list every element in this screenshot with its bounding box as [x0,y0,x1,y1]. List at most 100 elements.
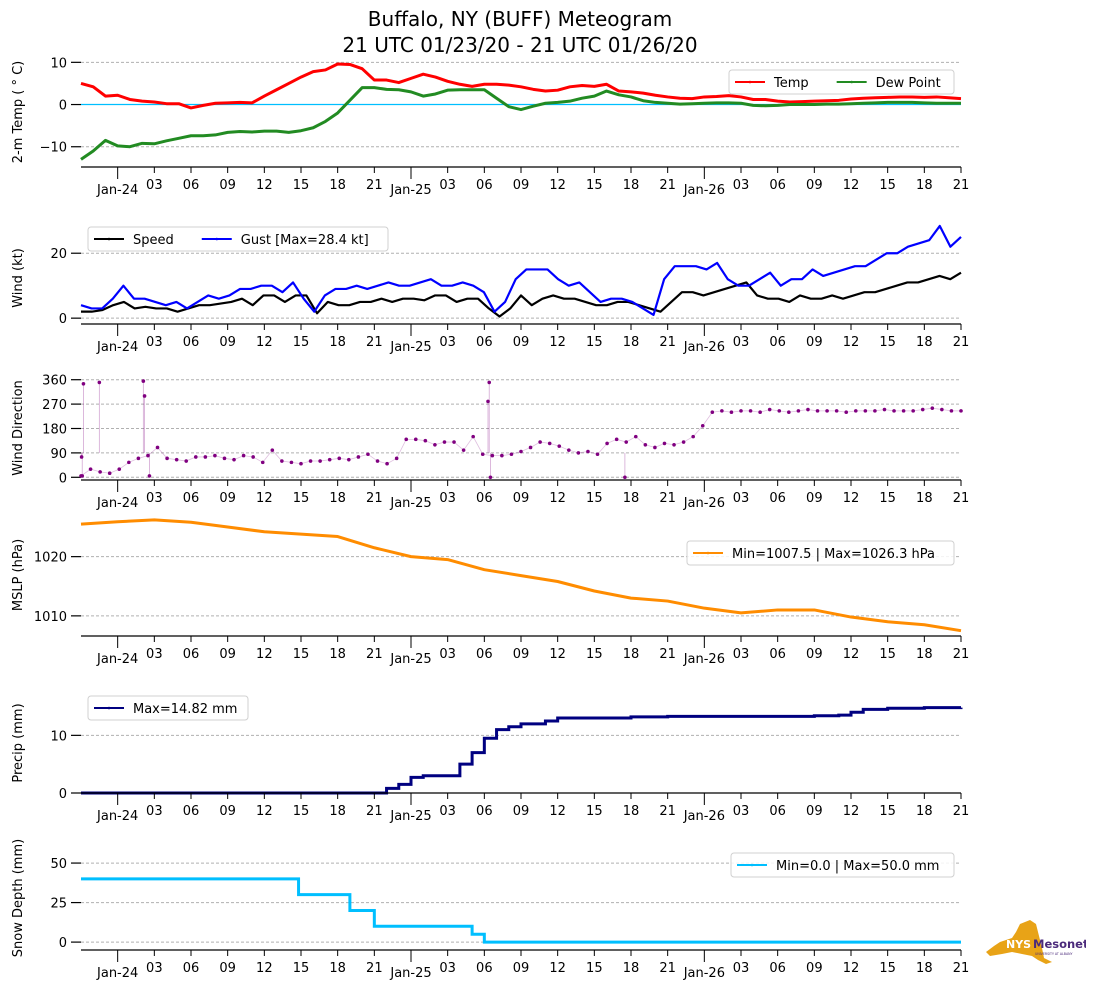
wind-series-line-0 [81,271,962,318]
wind_direction-outlier-point [80,474,85,478]
wind_direction-xtick-label: 21 [659,491,676,506]
wind-ytick-label: 20 [50,247,67,262]
mslp-xtick-label: 12 [256,647,273,662]
precip-xtick-label: 03 [146,804,163,819]
snow_depth-ytick-label: 50 [50,857,67,872]
snow_depth-xtick-label: 06 [183,961,200,976]
mslp-xtick-label: 18 [329,647,346,662]
mslp-xtick-label: 15 [586,647,603,662]
temp-xtick-label: 21 [366,178,383,193]
temp-ylabel: 2-m Temp ( ° C) [11,61,26,164]
wind_direction-point [213,453,217,458]
precip-xtick-label: 18 [329,804,346,819]
mslp-xtick-label: 18 [916,647,933,662]
wind_direction-point [461,448,466,452]
wind-xtick-label: 18 [623,335,640,350]
wind_direction-outlier-point [487,380,492,385]
precip-legend-box [87,695,249,721]
wind_direction-point [940,407,944,412]
wind_direction-xtick-label: 09 [806,491,823,506]
wind_direction-outlier-point [486,399,490,404]
snow_depth-xtick-label: 12 [256,961,273,976]
wind_direction-point [500,453,504,458]
mslp-xtick-label: 03 [733,647,750,662]
precip-ylabel: Precip (mm) [11,703,26,782]
mslp-xtick-major-label: Jan-24 [96,652,138,667]
mslp-xtick-label: 03 [439,647,456,662]
wind_direction-point [174,457,179,462]
snow_depth-xtick-label: 15 [293,961,310,976]
snow_depth-ytick-label: 0 [59,936,67,951]
wind-xtick-label: 18 [916,335,933,350]
wind_direction-xtick-major-label: Jan-24 [96,496,138,511]
wind-xtick-label: 09 [513,335,530,350]
snow_depth-series-line-0 [81,877,961,944]
mslp-xtick-label: 18 [623,647,640,662]
wind-legend-label: Gust [Max=28.4 kt] [241,233,369,248]
mslp-xtick-label: 21 [953,647,970,662]
wind_direction-xtick-label: 18 [329,491,346,506]
wind_direction-xtick-label: 06 [476,491,493,506]
wind_direction-point [471,434,475,439]
precip-ytick-label: 0 [59,787,67,802]
wind-xtick-label: 21 [366,335,383,350]
wind_direction-point [653,445,657,450]
snow_depth-xtick-major-label: Jan-25 [389,966,431,981]
wind_direction-point [710,410,715,415]
wind_direction-ylabel: Wind Direction [11,380,26,476]
wind_direction-outlier-point [79,455,84,459]
wind_direction-point [681,440,686,444]
wind_direction-point [624,440,629,444]
mslp-xtick-label: 15 [879,647,896,662]
wind-xtick-label: 12 [843,335,860,350]
wind_direction-point [586,449,590,454]
wind_direction-connector [80,407,961,477]
wind_direction-point [576,451,581,455]
mslp-xtick-label: 21 [659,647,676,662]
mslp-xtick-label: 12 [549,647,566,662]
precip-xtick-label: 03 [733,804,750,819]
wind_direction-point [672,442,676,447]
wind_direction-point [720,409,724,413]
wind_direction-point [232,457,236,462]
wind-xtick-label: 06 [476,335,493,350]
wind_direction-point [758,410,762,415]
precip-xtick-label: 12 [256,804,273,819]
temp-legend-marker [850,80,853,84]
wind_direction-point [547,441,552,446]
wind-legend-label: Speed [133,233,174,248]
wind_direction-xtick-label: 15 [293,491,310,506]
wind_direction-xtick-label: 12 [549,491,566,506]
wind_direction-point [88,467,93,471]
temp-xtick-label: 18 [916,178,933,193]
wind_direction-point [423,438,428,443]
mslp-xtick-label: 15 [293,647,310,662]
wind_direction-point [882,407,887,412]
wind_direction-point [567,448,571,452]
snow_depth-xtick-label: 03 [733,961,750,976]
wind_direction-ytick-label: 360 [42,374,67,389]
mslp-xtick-label: 09 [806,647,823,662]
wind_direction-point [165,456,169,461]
precip-xtick-label: 15 [879,804,896,819]
wind-ylabel: Wind (kt) [11,248,26,308]
snow_depth-xtick-label: 09 [219,961,236,976]
wind-xtick-label: 09 [806,335,823,350]
temp-series-line-0 [80,62,962,110]
precip-xtick-label: 06 [183,804,200,819]
wind_direction-xtick-label: 21 [953,491,970,506]
snow_depth-xtick-label: 21 [953,961,970,976]
wind_direction-xtick-label: 12 [256,491,273,506]
wind-xtick-label: 03 [439,335,456,350]
wind_direction-point [892,409,896,413]
wind_direction-point [930,406,935,410]
chart-title: Buffalo, NY (BUFF) Meteogram 21 UTC 01/2… [0,6,1040,58]
mslp-ytick-label: 1020 [34,551,67,566]
wind_direction-point [643,442,648,447]
wind_direction-xtick-label: 15 [879,491,896,506]
wind-xtick-major-label: Jan-25 [389,340,431,355]
wind_direction-point [509,452,514,457]
wind-xtick-label: 03 [733,335,750,350]
mslp-xtick-label: 21 [366,647,383,662]
logo-subtext: UNIVERSITY AT ALBANY [1035,952,1073,956]
